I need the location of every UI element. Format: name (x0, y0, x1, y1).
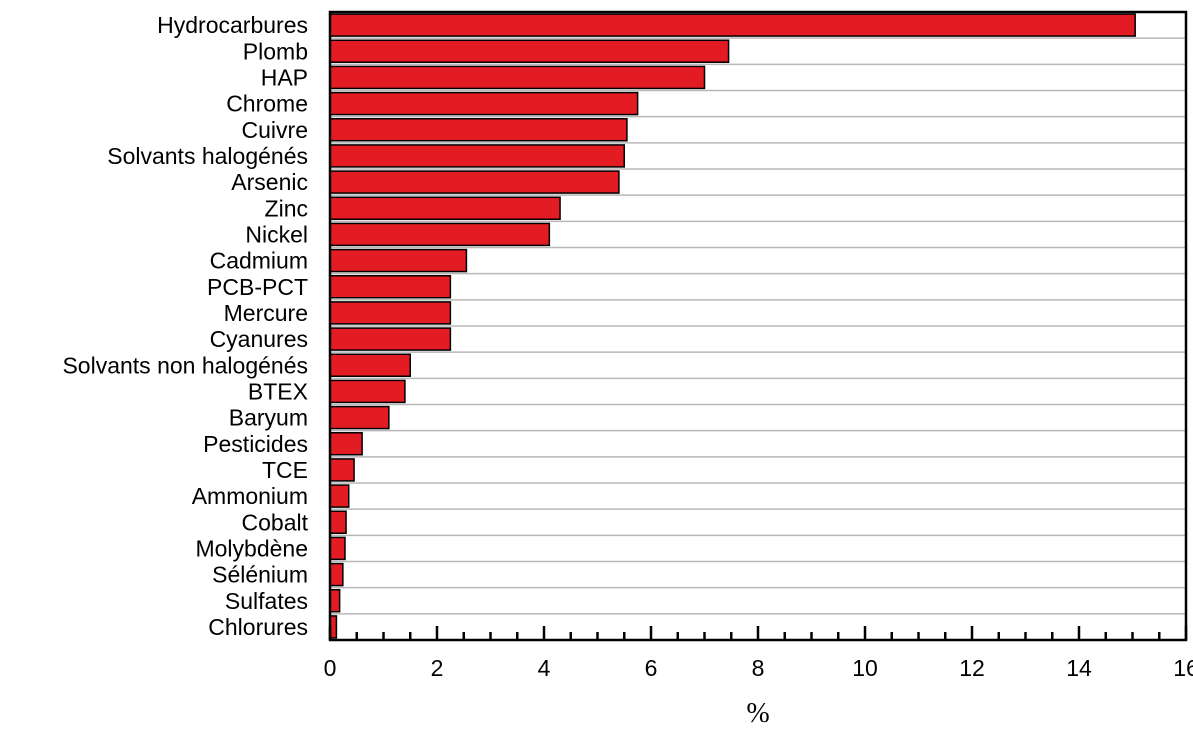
bar (329, 458, 355, 482)
bar (329, 379, 406, 404)
bar (329, 405, 390, 430)
bar (329, 327, 452, 351)
bar (329, 589, 341, 613)
x-tick-label: 12 (959, 655, 985, 681)
category-label: PCB-PCT (207, 274, 308, 300)
category-label: Mercure (224, 300, 308, 326)
category-label: TCE (262, 457, 308, 483)
category-label: Chrome (226, 91, 308, 117)
bar (329, 91, 639, 116)
category-label: Sulfates (225, 588, 308, 614)
bar (329, 275, 452, 299)
x-axis-title: % (746, 698, 769, 729)
category-label: Baryum (229, 405, 308, 431)
bar (329, 248, 468, 273)
category-label: Arsenic (231, 169, 308, 195)
x-tick-label: 10 (852, 655, 878, 681)
bar (329, 170, 620, 194)
bar (329, 536, 346, 561)
x-axis-ticks (328, 626, 1188, 640)
x-tick-label: 14 (1066, 655, 1092, 681)
bar (329, 39, 730, 63)
category-label: HAP (261, 64, 308, 90)
category-label: Sélénium (212, 562, 308, 588)
category-label: Cobalt (242, 509, 309, 535)
bar (329, 13, 1136, 37)
bars (329, 13, 1136, 639)
bar (329, 562, 344, 587)
category-label: Solvants halogénés (107, 143, 308, 169)
category-label: Hydrocarbures (157, 12, 308, 38)
category-labels: HydrocarburesPlombHAPChromeCuivreSolvant… (62, 12, 308, 640)
category-label: Ammonium (192, 483, 308, 509)
category-label: Zinc (265, 195, 308, 221)
x-tick-label: 16 (1173, 655, 1193, 681)
category-label: Cuivre (242, 117, 308, 143)
category-label: Solvants non halogénés (62, 352, 308, 378)
bar (329, 196, 561, 220)
category-label: Cadmium (210, 248, 308, 274)
bar (329, 432, 363, 456)
category-label: Plomb (243, 38, 308, 64)
bar (329, 510, 347, 534)
x-tick-label: 0 (324, 655, 337, 681)
category-label: Chlorures (208, 614, 308, 640)
x-tick-label: 2 (431, 655, 444, 681)
category-label: BTEX (248, 378, 308, 404)
category-label: Nickel (245, 221, 308, 247)
gridlines (330, 37, 1186, 615)
bar (329, 118, 628, 142)
bar (329, 484, 350, 508)
bar (329, 353, 411, 377)
x-tick-label: 6 (645, 655, 658, 681)
category-label: Molybdène (195, 535, 308, 561)
x-tick-label: 4 (538, 655, 551, 681)
category-label: Cyanures (210, 326, 308, 352)
x-tick-labels: 0 2 4 6 8 10 12 14 16 (324, 655, 1193, 681)
bar (329, 301, 452, 325)
bar (329, 65, 706, 90)
bar (329, 222, 551, 247)
bar (329, 144, 625, 168)
x-tick-label: 8 (752, 655, 765, 681)
category-label: Pesticides (203, 431, 308, 457)
